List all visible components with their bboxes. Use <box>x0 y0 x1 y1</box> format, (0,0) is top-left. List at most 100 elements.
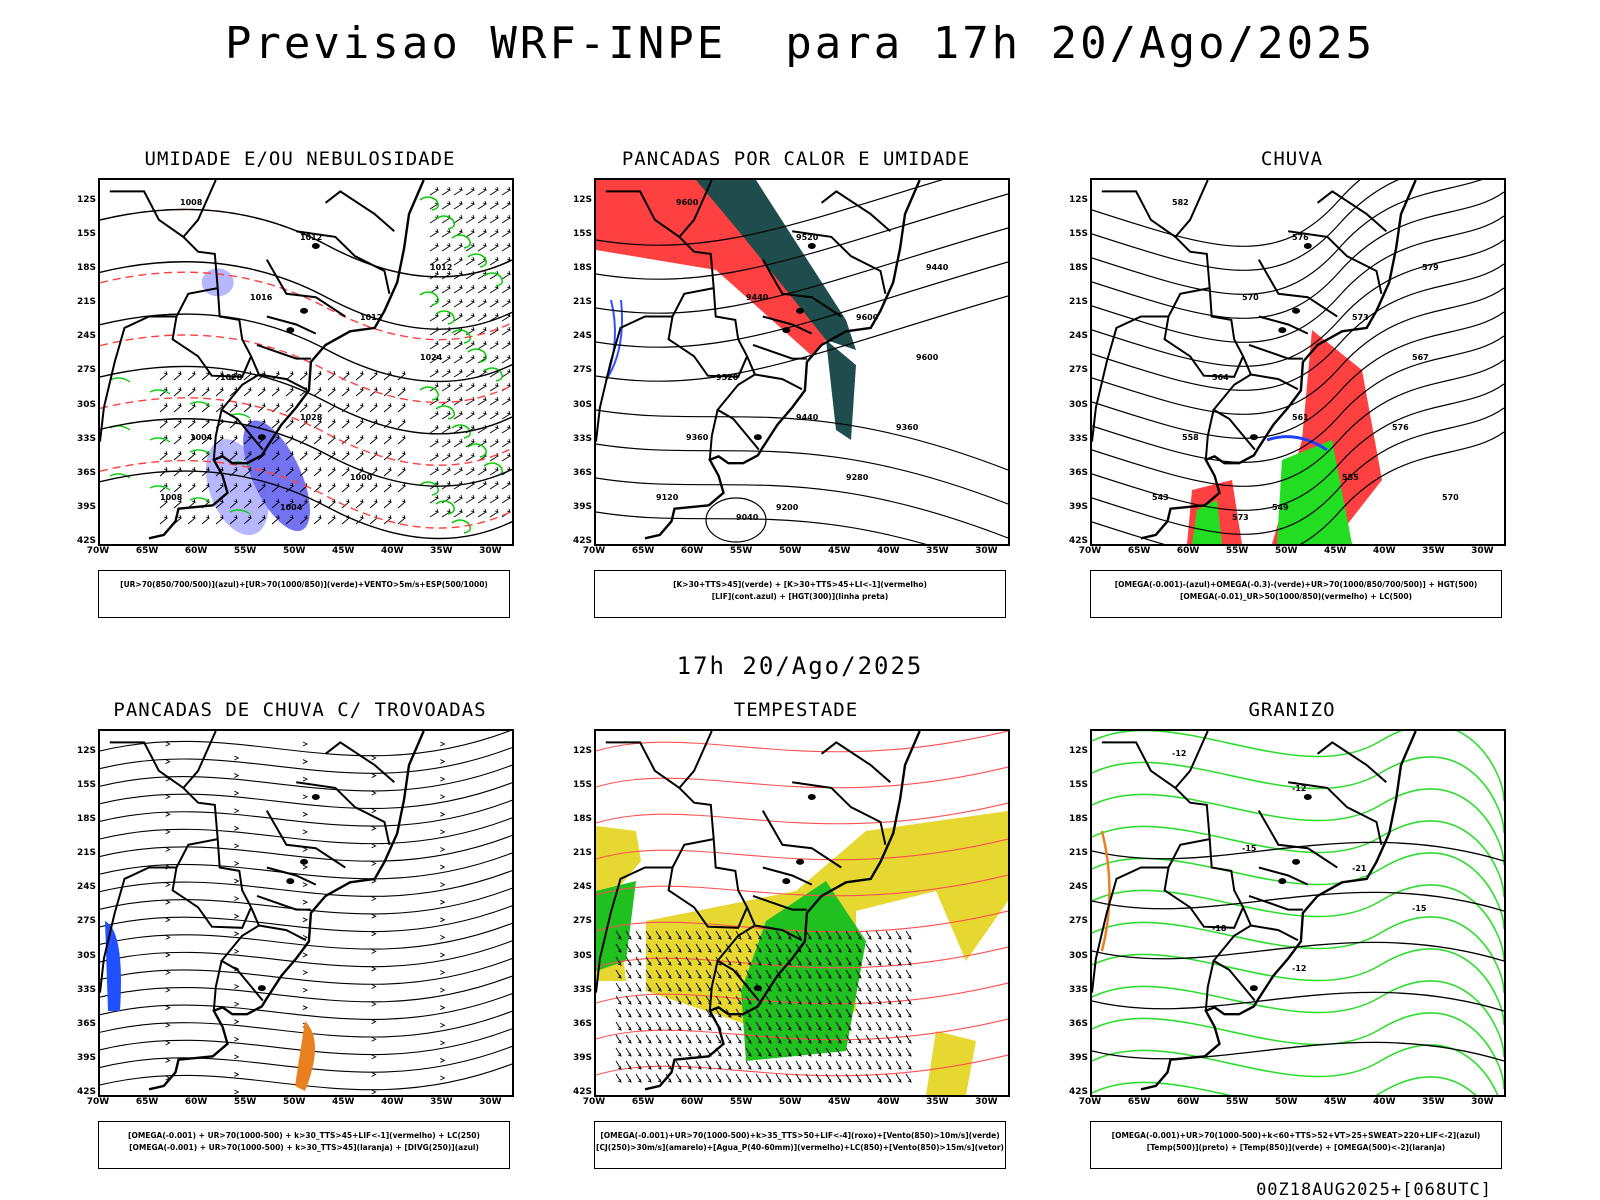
map-umidade[interactable]: 1008 1012 1016 1012 1024 1028 1028 1004 1000 1004… <box>98 178 514 546</box>
wind-vector-850 <box>885 943 892 953</box>
wind-vector-850 <box>745 969 752 979</box>
wind-vector-850 <box>875 943 882 953</box>
stream-arrow <box>234 913 240 919</box>
wind-vector-850 <box>635 995 642 1005</box>
contour-label: 9200 <box>776 503 799 512</box>
wind-vector <box>355 514 364 525</box>
pressure-isobar <box>100 418 512 487</box>
stream-arrow <box>234 1036 240 1042</box>
latitude-label: 18S <box>1068 814 1088 824</box>
country-border <box>761 810 842 869</box>
wind-vector-850 <box>705 956 712 966</box>
wind-vector <box>477 410 487 420</box>
humidity-contour-green <box>483 367 503 382</box>
wind-vector <box>341 482 350 493</box>
stream-arrow <box>234 825 240 831</box>
latitude-label: 24S <box>1068 882 1088 893</box>
latitude-label: 33S <box>572 433 592 444</box>
wind-vector-850 <box>695 1060 702 1070</box>
wind-vector <box>441 340 451 350</box>
longitude-label: 45W <box>1324 546 1347 556</box>
wind-vector-850 <box>855 1073 862 1083</box>
wind-vector <box>201 466 210 477</box>
wind-vector-850 <box>735 1034 742 1044</box>
contour-label: 573 <box>1352 313 1369 322</box>
wind-vector <box>285 418 294 429</box>
longitude-label: 60W <box>680 1097 704 1107</box>
wind-vector-850 <box>665 943 672 953</box>
map-tempestade[interactable] <box>594 729 1010 1097</box>
geopotential-contour <box>1092 407 1504 535</box>
streamline <box>100 958 512 985</box>
lake <box>782 327 791 334</box>
geopotential-contour <box>1092 191 1504 319</box>
humidity-contour-green <box>109 377 131 383</box>
contour-label: 1016 <box>250 293 273 302</box>
wind-vector-850 <box>625 1060 632 1070</box>
longitude-label: 70W <box>86 1097 110 1107</box>
wind-vector-850 <box>855 995 862 1005</box>
wind-vector-850 <box>675 930 682 940</box>
wind-vector-850 <box>865 1021 872 1031</box>
wind-vector-850 <box>765 930 772 940</box>
wind-vector-850 <box>675 1060 682 1070</box>
wind-vector <box>477 480 487 490</box>
wind-vector <box>465 382 475 392</box>
country-border <box>1248 894 1303 911</box>
wind-vector <box>369 370 378 381</box>
contour-label: 1000 <box>350 473 373 482</box>
contour-label: 570 <box>1242 293 1259 302</box>
contour-label: -12 <box>1292 784 1306 793</box>
wind-vector-850 <box>785 943 792 953</box>
forecast-date: 17h 20/Ago/2025 <box>676 652 924 680</box>
wind-vector <box>441 228 451 238</box>
longitude-label: 55W <box>233 1097 257 1107</box>
wind-vector-850 <box>655 982 662 992</box>
wind-vector <box>429 452 439 462</box>
wind-vector <box>299 402 308 413</box>
latitude-label: 39S <box>1068 1052 1088 1063</box>
country-border <box>258 924 307 942</box>
temperature-850-contour <box>1092 731 1504 802</box>
stream-arrow <box>440 1040 446 1046</box>
wind-vector <box>465 466 475 476</box>
stream-arrow <box>165 847 171 852</box>
geopotential-contour <box>596 180 944 246</box>
wind-vector-850 <box>735 943 742 953</box>
map-pancadas-trovoadas[interactable] <box>98 729 514 1097</box>
wind-vector-850 <box>805 1047 812 1057</box>
wind-vector <box>257 466 266 477</box>
humidity-contour-green <box>451 329 471 344</box>
wind-vector-850 <box>855 1021 862 1031</box>
wind-vector <box>453 424 463 434</box>
longitude-label: 50W <box>1274 546 1298 556</box>
wind-vector <box>173 450 182 461</box>
wind-vector <box>501 186 511 196</box>
wind-vector-850 <box>655 943 662 953</box>
wind-vector-850 <box>845 943 852 953</box>
map-granizo[interactable]: -12 -12 -15 -21 -15 -18 -12 <box>1090 729 1506 1097</box>
country-border <box>792 230 887 295</box>
humidity-area-blue-dark <box>243 420 310 532</box>
wind-vector-850 <box>765 1060 772 1070</box>
map-pancadas-calor[interactable]: 9600 9520 9440 9600 9600 9520 9440 9360 9280 9200… <box>594 178 1010 546</box>
wind-vector <box>465 312 475 322</box>
wind-vector-850 <box>635 1060 642 1070</box>
streamline-850 <box>596 982 1008 1005</box>
wind-vector <box>369 466 378 477</box>
wind-vector <box>215 434 224 445</box>
wind-vector-850 <box>795 1073 802 1083</box>
wind-vector-850 <box>615 1008 622 1018</box>
wind-vector <box>187 514 196 525</box>
lake <box>1292 307 1301 314</box>
map-chuva[interactable]: 582 576 570 573 567 564 561 558 555 549 543 579 576 5… <box>1090 178 1506 546</box>
wind-vector-850 <box>865 1008 872 1018</box>
lake <box>311 242 320 249</box>
wind-vector-850 <box>875 1021 882 1031</box>
contour-label: 1004 <box>280 503 303 512</box>
wind-vector <box>441 480 451 490</box>
stream-arrow <box>165 741 171 747</box>
wind-vector-850 <box>715 930 722 940</box>
wind-vector <box>489 354 499 364</box>
wind-vector <box>397 402 406 413</box>
